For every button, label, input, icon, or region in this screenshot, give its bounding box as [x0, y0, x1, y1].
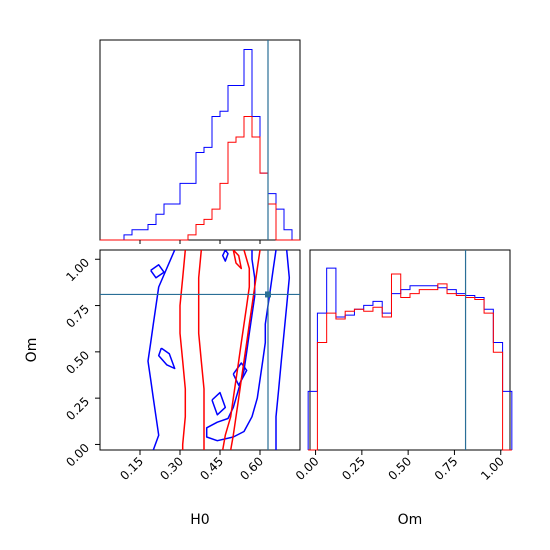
truth-marker — [265, 291, 271, 298]
contour-red-2 — [221, 250, 251, 450]
y-tick-label-om: 0.25 — [63, 394, 92, 423]
x-tick-label-h0: 0.30 — [157, 454, 186, 483]
contour-blue-0 — [147, 250, 176, 450]
contour-blue-1 — [205, 250, 277, 442]
x-tick-label-om: 1.00 — [478, 454, 507, 483]
om-marginal-panel: 0.00 0.25 0.50 0.75 1.00 — [293, 249, 513, 483]
x-axis-label-h0: H0 — [190, 512, 209, 528]
contour-blue-5 — [211, 391, 227, 416]
y-tick-label-om: 0.75 — [63, 302, 92, 331]
contour-blue-4 — [157, 347, 176, 370]
x-tick-label-om: 0.25 — [339, 454, 368, 483]
om-hist-red — [308, 273, 512, 451]
h0-marginal-panel — [99, 39, 301, 244]
contour-blue-3 — [150, 264, 165, 279]
om-marginal-frame — [309, 249, 511, 451]
x-tick-label-h0: 0.15 — [117, 454, 146, 483]
x-tick-label-om: 0.50 — [385, 454, 414, 483]
y-tick-label-om: 0.00 — [63, 441, 92, 470]
contour-frame — [99, 249, 301, 451]
contour-lines — [147, 250, 291, 450]
h0-hist-red — [100, 115, 300, 241]
h0-om-contour-panel: 0.15 0.30 0.45 0.60 0.00 0.25 0.50 0.75 1.00 — [63, 249, 301, 483]
x-tick-label-om: 0.00 — [293, 454, 322, 483]
x-tick-label-h0: 0.60 — [237, 454, 266, 483]
contour-blue-2 — [275, 250, 291, 450]
contour-red-1 — [197, 250, 205, 450]
x-tick-label-h0: 0.45 — [197, 454, 226, 483]
y-tick-label-om: 0.50 — [63, 348, 92, 377]
x-axis-label-om: Om — [398, 512, 423, 528]
contour-blue-7 — [221, 250, 229, 262]
contour-red-4 — [232, 250, 243, 270]
y-tick-label-om: 1.00 — [63, 255, 92, 284]
y-axis-label-om: Om — [24, 338, 40, 363]
h0-hist-blue — [100, 49, 300, 241]
contour-red-3 — [229, 250, 261, 450]
om-hist-blue — [307, 267, 513, 450]
contour-red-0 — [179, 250, 187, 450]
x-tick-label-om: 0.75 — [432, 454, 461, 483]
h0-marginal-frame — [99, 39, 301, 241]
